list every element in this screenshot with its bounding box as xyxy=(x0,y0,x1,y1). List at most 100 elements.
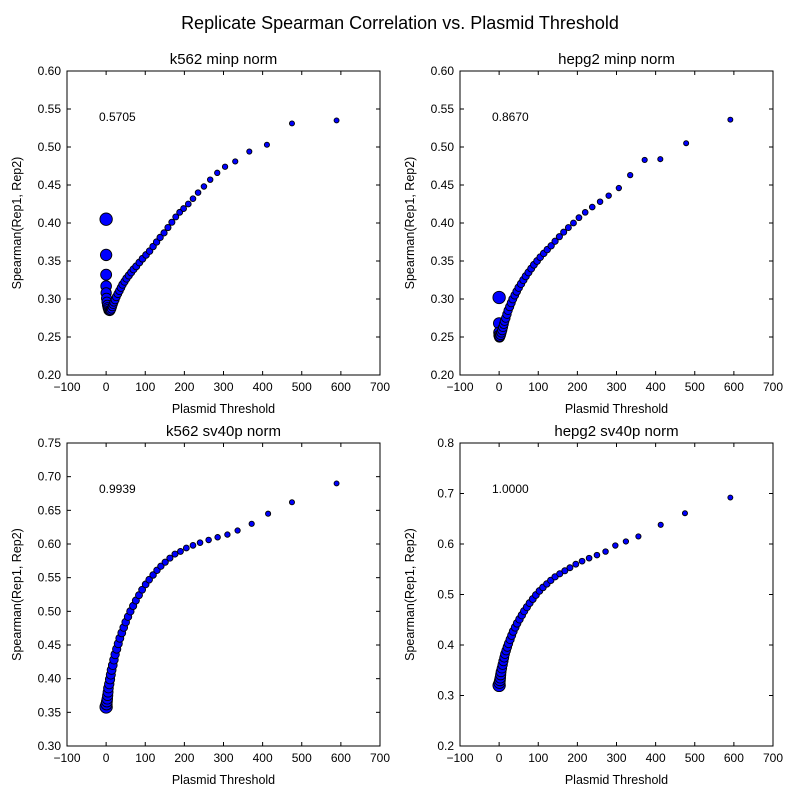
scatter-point xyxy=(206,176,214,183)
x-tick-label: 500 xyxy=(685,751,705,765)
scatter-series xyxy=(99,117,340,317)
y-tick-label: 0.4 xyxy=(437,638,454,652)
scatter-point xyxy=(149,571,157,579)
x-tick-label: 600 xyxy=(724,380,744,394)
x-tick-label: 500 xyxy=(292,751,312,765)
x-tick-label: 400 xyxy=(646,751,666,765)
y-tick-label: 0.50 xyxy=(38,140,62,154)
scatter-point xyxy=(681,510,688,517)
x-tick-label: 600 xyxy=(724,751,744,765)
x-tick-label: 500 xyxy=(292,380,312,394)
x-tick-label: 400 xyxy=(646,380,666,394)
scatter-point xyxy=(560,228,568,236)
scatter-point xyxy=(161,558,169,566)
scatter-point xyxy=(265,510,272,517)
scatter-point xyxy=(177,547,184,555)
x-tick-label: 600 xyxy=(331,751,351,765)
scatter-point xyxy=(189,195,197,202)
x-tick-label: 0 xyxy=(496,380,503,394)
x-tick-label: 300 xyxy=(213,380,233,394)
y-tick-label: 0.5 xyxy=(437,588,454,602)
subplot-4: hepg2 sv40p norm −100 0 100 200 300 400 500 600 7… xyxy=(403,423,783,787)
y-tick-label: 0.20 xyxy=(38,368,62,382)
y-tick-label: 0.2 xyxy=(437,739,454,753)
y-tick-label: 0.35 xyxy=(38,705,62,719)
scatter-point xyxy=(99,212,113,226)
y-tick-label: 0.55 xyxy=(38,571,62,585)
scatter-point xyxy=(627,172,634,179)
scatter-point xyxy=(615,184,622,192)
correlation-annotation: 0.9939 xyxy=(99,482,136,496)
scatter-point xyxy=(641,156,648,163)
y-tick-label: 0.35 xyxy=(38,254,62,268)
y-tick-label: 0.55 xyxy=(38,102,62,116)
subplot-title: k562 minp norm xyxy=(170,51,278,68)
scatter-series xyxy=(99,480,340,714)
x-tick-label: −100 xyxy=(446,751,473,765)
figure-title: Replicate Spearman Correlation vs. Plasm… xyxy=(181,13,619,33)
scatter-point xyxy=(160,229,168,237)
scatter-point xyxy=(588,203,596,211)
scatter-point xyxy=(555,233,563,241)
scatter-point xyxy=(333,117,340,124)
scatter-point xyxy=(156,233,164,242)
x-tick-label: 200 xyxy=(174,380,194,394)
y-tick-label: 0.40 xyxy=(38,216,62,230)
scatter-point xyxy=(182,544,190,552)
scatter-point xyxy=(575,214,583,222)
x-axis-label: Plasmid Threshold xyxy=(565,773,668,787)
scatter-point xyxy=(657,156,664,163)
y-tick-label: 0.3 xyxy=(437,689,454,703)
scatter-point xyxy=(727,494,734,501)
scatter-point xyxy=(556,570,564,578)
scatter-point xyxy=(164,224,172,232)
scatter-point xyxy=(214,169,221,176)
y-tick-label: 0.25 xyxy=(38,330,62,344)
y-tick-label: 0.25 xyxy=(431,330,455,344)
scatter-point xyxy=(248,520,255,527)
scatter-point xyxy=(221,163,229,170)
scatter-point xyxy=(172,213,180,221)
x-tick-label: 500 xyxy=(685,380,705,394)
x-axis-label: Plasmid Threshold xyxy=(172,402,275,416)
scatter-point xyxy=(727,116,734,123)
scatter-point xyxy=(288,499,295,506)
scatter-point xyxy=(683,140,690,147)
correlation-annotation: 0.5705 xyxy=(99,110,136,124)
scatter-point xyxy=(224,531,231,538)
y-tick-label: 0.40 xyxy=(38,672,62,686)
scatter-point xyxy=(99,248,113,262)
scatter-point xyxy=(232,158,239,165)
scatter-point xyxy=(205,536,212,544)
scatter-point xyxy=(157,562,165,570)
scatter-point xyxy=(572,560,580,568)
y-tick-label: 0.7 xyxy=(437,487,454,501)
y-tick-label: 0.30 xyxy=(38,292,62,306)
scatter-point xyxy=(492,290,506,305)
x-tick-label: 200 xyxy=(567,380,587,394)
y-tick-label: 0.60 xyxy=(38,64,62,78)
y-axis-label: Spearman(Rep1, Rep2) xyxy=(10,157,24,290)
scatter-point xyxy=(145,575,153,584)
scatter-point xyxy=(657,521,664,528)
scatter-point xyxy=(333,480,340,487)
x-tick-label: 400 xyxy=(253,751,273,765)
subplot-3: k562 sv40p norm −100 0 100 200 300 400 500 600 70… xyxy=(10,423,390,787)
scatter-point xyxy=(585,554,593,562)
scatter-point xyxy=(171,550,179,558)
x-tick-label: 200 xyxy=(174,751,194,765)
scatter-point xyxy=(547,242,555,250)
y-tick-label: 0.50 xyxy=(431,140,455,154)
y-tick-label: 0.20 xyxy=(431,368,455,382)
x-tick-label: 100 xyxy=(528,751,548,765)
x-tick-label: 600 xyxy=(331,380,351,394)
x-tick-label: 300 xyxy=(606,380,626,394)
scatter-point xyxy=(635,533,642,540)
x-tick-label: 0 xyxy=(103,380,110,394)
y-tick-label: 0.45 xyxy=(38,178,62,192)
correlation-annotation: 0.8670 xyxy=(492,110,529,124)
scatter-point xyxy=(194,189,202,196)
subplot-2: hepg2 minp norm −100 0 100 200 300 400 500 600 70… xyxy=(403,51,783,416)
x-tick-label: 300 xyxy=(213,751,233,765)
subplot-title: hepg2 minp norm xyxy=(558,51,675,68)
